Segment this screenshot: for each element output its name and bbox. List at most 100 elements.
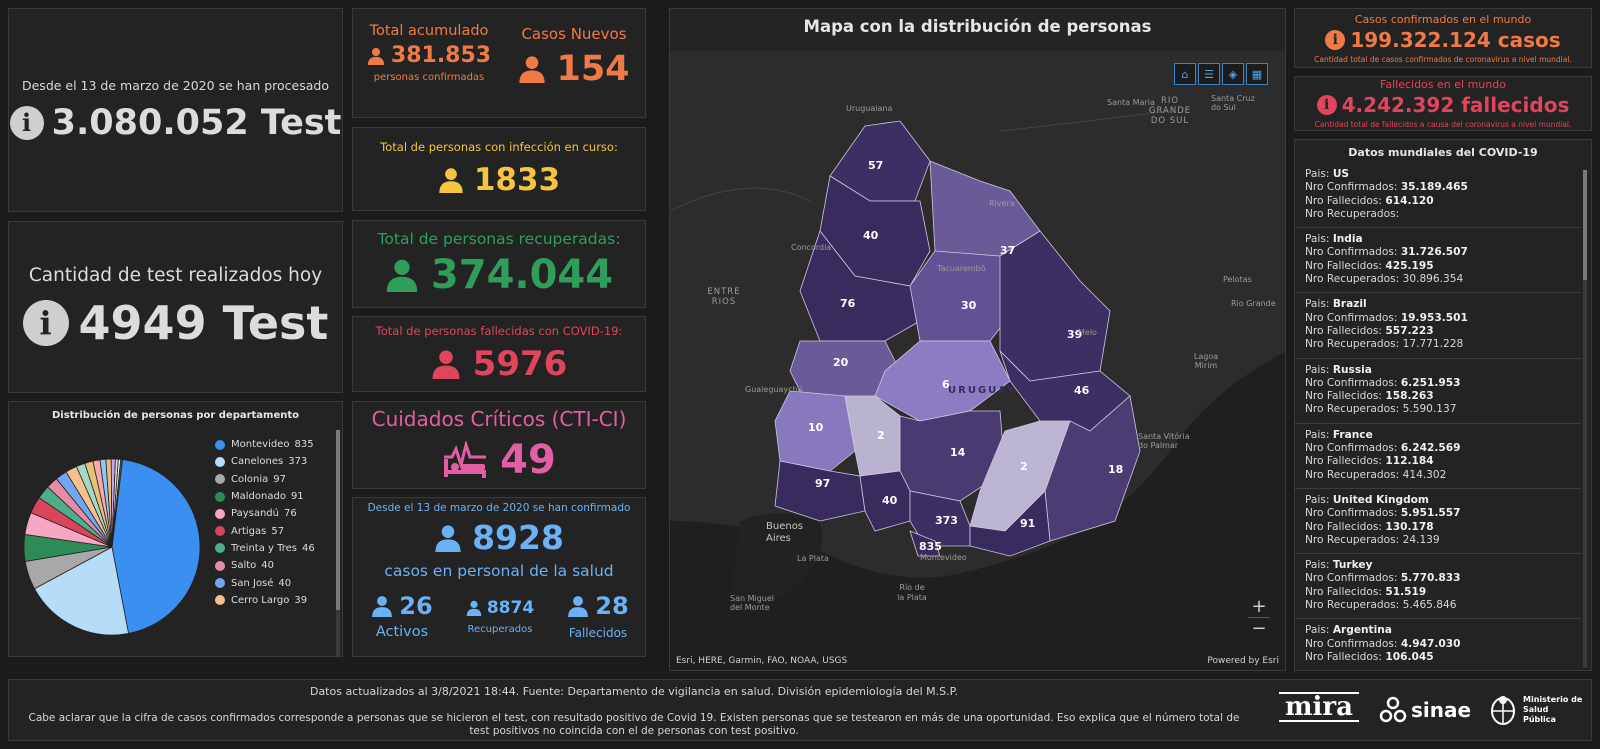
zoom-in-button[interactable]: +	[1248, 596, 1270, 618]
country-item[interactable]: Pais: India Nro Confirmados: 31.726.507 Nr…	[1295, 228, 1581, 294]
world-confirmed-sub: Cantidad total de casos confirmados de c…	[1314, 54, 1572, 64]
tests-total-value: 3.080.052 Test	[51, 102, 342, 143]
legend-label: Maldonado	[231, 491, 286, 503]
country-item[interactable]: Pais: France Nro Confirmados: 6.242.569 Nr…	[1295, 424, 1581, 489]
country-item[interactable]: Pais: Brazil Nro Confirmados: 19.953.501 N…	[1295, 293, 1581, 359]
country-recovered: 17.771.228	[1402, 338, 1464, 351]
country-field-label: Nro Confirmados:	[1305, 637, 1401, 650]
map-attribution: Esri, HERE, Garmin, FAO, NOAA, USGS	[676, 656, 848, 666]
country-list[interactable]: Pais: US Nro Confirmados: 35.189.465 Nro F…	[1295, 163, 1581, 663]
legend-item[interactable]: Salto 40	[215, 557, 335, 574]
zoom-out-button[interactable]: −	[1248, 619, 1270, 641]
person-icon	[568, 596, 589, 617]
map-panel: Mapa con la distribución de personas	[669, 8, 1286, 671]
dep-label: 46	[1074, 384, 1090, 397]
pie-slice[interactable]	[33, 546, 129, 636]
country-deaths-line: Nro Fallecidos: 112.184	[1305, 455, 1571, 468]
dep-label: 39	[1067, 328, 1083, 341]
dep-montevideo[interactable]	[909, 530, 941, 557]
place-label: San Miguel del Monte	[730, 594, 775, 612]
dep-flores[interactable]	[844, 395, 901, 477]
country-item[interactable]: Pais: Russia Nro Confirmados: 6.251.953 Nr…	[1295, 359, 1581, 424]
dep-label: 2	[877, 429, 885, 442]
nuevos-value: 154	[556, 49, 630, 89]
country-list-scrollbar-thumb[interactable]	[1583, 170, 1587, 280]
cti-value: 49	[500, 437, 556, 483]
place-label: Rio Grande	[1231, 299, 1276, 308]
country-name: Turkey	[1332, 559, 1373, 572]
dep-durazno[interactable]	[874, 340, 1011, 422]
legend-item[interactable]: Canelones 373	[215, 453, 335, 470]
recuperados-label: Recuperados	[467, 624, 533, 635]
dep-paysandu[interactable]	[799, 230, 921, 342]
person-icon	[519, 56, 546, 83]
dep-label: 97	[815, 477, 831, 490]
country-list-scrollbar[interactable]	[1583, 170, 1587, 668]
legend-swatch	[215, 491, 225, 502]
person-icon	[466, 600, 482, 616]
basemap-button[interactable]: ▦	[1246, 63, 1268, 85]
legend-item[interactable]: Paysandú 76	[215, 505, 335, 522]
place-label: Pelotas	[1223, 275, 1252, 284]
layers-button[interactable]: ◈	[1222, 63, 1244, 85]
legend-scrollbar-thumb[interactable]	[336, 430, 340, 610]
dep-colonia[interactable]	[774, 460, 866, 522]
salud-caption: Desde el 13 de marzo de 2020 se han conf…	[367, 502, 631, 514]
pie-panel: Distribución de personas por departament…	[8, 401, 343, 657]
dep-label: 373	[935, 514, 958, 527]
map-canvas[interactable]: 57 40 37 76 30 39 20 6 46 10 2 14 2 18 9…	[670, 51, 1285, 670]
info-icon: i	[22, 299, 69, 346]
legend-item[interactable]: Colonia 97	[215, 471, 335, 488]
legend-item[interactable]: Artigas 57	[215, 522, 335, 539]
dep-cerro-largo[interactable]	[999, 230, 1111, 382]
legend-label: San José	[231, 577, 274, 589]
country-field-label: Nro Recuperados:	[1305, 338, 1403, 351]
legend-label: Canelones	[231, 456, 284, 468]
country-item[interactable]: Pais: Argentina Nro Confirmados: 4.947.03…	[1295, 619, 1581, 663]
place-label: Rivera	[989, 199, 1015, 208]
pie-title: Distribución de personas por departament…	[51, 410, 300, 421]
home-button[interactable]: ⌂	[1174, 63, 1196, 85]
pie-slice[interactable]	[111, 459, 201, 634]
country-confirmed-line: Nro Confirmados: 6.251.953	[1305, 377, 1571, 390]
salud-panel: Desde el 13 de marzo de 2020 se han conf…	[352, 497, 646, 657]
country-item[interactable]: Pais: US Nro Confirmados: 35.189.465 Nro F…	[1295, 163, 1581, 229]
map-title: Mapa con la distribución de personas	[803, 17, 1152, 36]
legend-item[interactable]: Montevideo 835	[215, 436, 335, 453]
legend-value: 97	[273, 473, 286, 485]
place-label: Gualeguaychú	[745, 385, 803, 394]
tests-total-panel: Desde el 13 de marzo de 2020 se han proc…	[8, 8, 343, 212]
map-powered[interactable]: Powered by Esri	[1207, 656, 1279, 666]
country-field-label: Nro Recuperados:	[1305, 207, 1400, 220]
place-label: La Plata	[797, 554, 829, 563]
country-item[interactable]: Pais: United Kingdom Nro Confirmados: 5.9…	[1295, 489, 1581, 555]
legend-label: Montevideo	[231, 439, 290, 451]
mira-logo-text: mira	[1279, 692, 1359, 722]
dep-label: 20	[833, 356, 849, 369]
legend-item[interactable]: Maldonado 91	[215, 488, 335, 505]
legend-item[interactable]: San José 40	[215, 574, 335, 591]
country-item[interactable]: Pais: Turkey Nro Confirmados: 5.770.833 Nr…	[1295, 554, 1581, 620]
dep-maldonado[interactable]	[969, 490, 1051, 557]
pie-slice[interactable]	[111, 458, 123, 548]
world-deaths-sub: Cantidad total de fallecidos a causa del…	[1314, 120, 1572, 129]
legend-label: Salto	[231, 560, 257, 572]
country-field-label: Nro Fallecidos:	[1305, 585, 1386, 598]
recuperadas-panel: Total de personas recuperadas: 374.044	[352, 220, 646, 308]
recuperadas-value: 374.044	[430, 252, 614, 298]
country-confirmed-line: Nro Confirmados: 35.189.465	[1305, 181, 1571, 194]
legend-value: 46	[302, 542, 315, 554]
dep-label: 37	[1000, 244, 1016, 257]
list-icon: ☰	[1204, 67, 1214, 81]
info-icon: i	[1325, 29, 1346, 50]
country-field-label: Nro Fallecidos:	[1305, 455, 1386, 468]
legend-item[interactable]: Cerro Largo 39	[215, 592, 335, 609]
place-label: Lagoa Mirim	[1193, 352, 1219, 370]
country-recovered: 414.302	[1402, 468, 1447, 481]
legend-button[interactable]: ☰	[1198, 63, 1220, 85]
legend-item[interactable]: Treinta y Tres 46	[215, 540, 335, 557]
country-deaths-line: Nro Fallecidos: 425.195	[1305, 260, 1571, 273]
legend-value: 835	[294, 439, 314, 451]
dep-label: 835	[919, 540, 942, 553]
country-confirmed: 6.251.953	[1400, 376, 1461, 389]
